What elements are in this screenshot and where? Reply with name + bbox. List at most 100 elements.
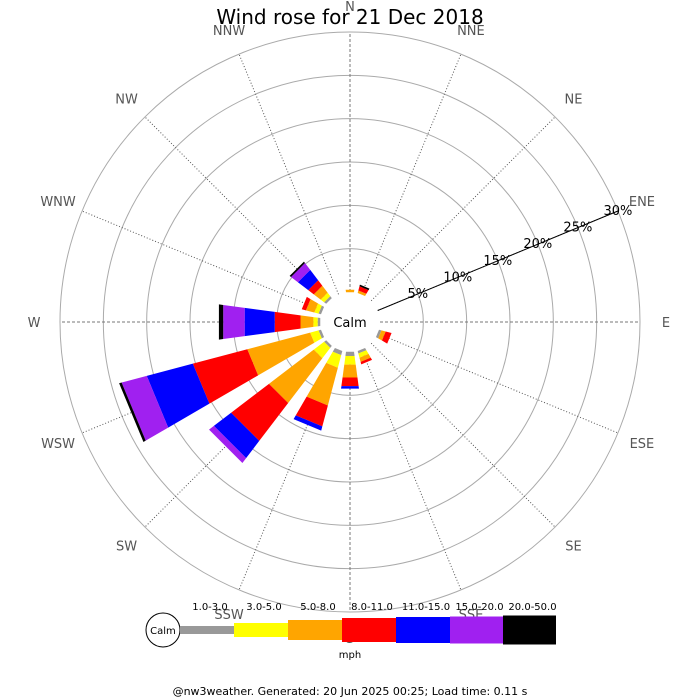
- bar-wsw-1.0-3.0: [318, 329, 325, 339]
- bar-ssw-8.0-11.0: [295, 396, 328, 427]
- bar-sw-11.0-15.0: [213, 412, 260, 459]
- legend: Calm 1.0-3.0 3.0-5.0 5.0-8.0 8.0-11.0 11.0-15…: [145, 602, 557, 661]
- spoke-nne: [361, 53, 462, 295]
- direction-label-ssw: SSW: [214, 608, 244, 623]
- legend-bin-label: 3.0-5.0: [246, 602, 281, 613]
- bar-ssw-11.0-15.0: [293, 415, 323, 431]
- bar-wsw-11.0-15.0: [146, 363, 210, 428]
- bar-w-11.0-15.0: [244, 307, 275, 337]
- bar-ssw-1.0-3.0: [332, 347, 343, 356]
- legend-calm-label: Calm: [150, 626, 176, 637]
- radial-tick-label: 30%: [603, 204, 632, 219]
- bar-w-20.0-50.0: [218, 304, 224, 340]
- bar-s-8.0-11.0: [341, 377, 359, 387]
- bar-nw-1.0-3.0: [324, 296, 332, 304]
- spoke-ssw: [238, 349, 339, 591]
- bar-w-3.0-5.0: [313, 317, 318, 327]
- bar-nw-20.0-50.0: [289, 261, 305, 277]
- bar-wnw-3.0-5.0: [314, 303, 322, 314]
- legend-swatch-20.0-50.0: [503, 615, 556, 645]
- bar-w-5.0-8.0: [300, 315, 314, 329]
- radial-tick-labels: 5% 10% 15% 20% 25% 30%: [377, 204, 632, 311]
- bar-nne-8.0-11.0: [358, 286, 369, 294]
- bar-sw-3.0-5.0: [313, 341, 331, 359]
- radial-tick-label: 20%: [523, 237, 552, 252]
- legend-swatch-3.0-5.0: [234, 623, 288, 637]
- legend-bin-label: 15.0-20.0: [455, 602, 503, 613]
- radial-tick-label: 25%: [563, 221, 592, 236]
- bar-sw-15.0-20.0: [209, 425, 247, 463]
- direction-label-w: W: [28, 316, 41, 331]
- calm-label: Calm: [333, 316, 366, 331]
- legend-swatch-1.0-3.0: [180, 626, 234, 634]
- direction-label-nw: NW: [115, 93, 138, 108]
- bar-sse-5.0-8.0: [359, 353, 371, 362]
- spoke-se: [370, 342, 556, 528]
- bar-ssw-5.0-8.0: [306, 362, 338, 406]
- bar-w-15.0-20.0: [223, 304, 245, 340]
- bar-nw-8.0-11.0: [308, 280, 323, 295]
- grid-ring-6: [59, 31, 641, 613]
- direction-label-ese: ESE: [630, 437, 655, 452]
- legend-swatch-11.0-15.0: [396, 617, 450, 643]
- spoke-nw: [144, 116, 330, 302]
- spoke-ese: [377, 333, 619, 434]
- spoke-sse: [361, 349, 462, 591]
- bar-sse-8.0-11.0: [360, 357, 373, 365]
- calm-circle: Calm: [328, 300, 372, 344]
- wind-bars: [119, 261, 392, 463]
- legend-bin-label: 11.0-15.0: [402, 602, 450, 613]
- direction-label-ene: ENE: [629, 195, 655, 210]
- bar-wnw-1.0-3.0: [318, 305, 325, 315]
- bar-wsw-3.0-5.0: [310, 330, 322, 343]
- legend-unit: mph: [339, 650, 361, 661]
- bar-wsw-5.0-8.0: [247, 332, 315, 376]
- grid-ring-4: [146, 118, 554, 526]
- direction-label-e: E: [662, 316, 670, 331]
- bar-s-1.0-3.0: [345, 351, 355, 357]
- chart-title: Wind rose for 21 Dec 2018: [216, 5, 483, 29]
- bar-sse-1.0-3.0: [357, 347, 367, 354]
- direction-label-sw: SW: [116, 539, 137, 554]
- bar-sw-5.0-8.0: [268, 349, 323, 404]
- bar-nne-5.0-8.0: [357, 290, 367, 297]
- bar-ese-8.0-11.0: [381, 331, 392, 344]
- direction-label-ne: NE: [564, 93, 582, 108]
- bar-wnw-5.0-8.0: [305, 299, 319, 313]
- spoke-wnw: [81, 210, 323, 311]
- bar-sse-3.0-5.0: [358, 350, 369, 358]
- bar-w-8.0-11.0: [274, 311, 301, 333]
- legend-swatch-5.0-8.0: [288, 620, 342, 640]
- legend-swatch-15.0-20.0: [450, 616, 503, 644]
- bar-sw-1.0-3.0: [324, 340, 332, 348]
- bar-ese-5.0-8.0: [378, 330, 386, 341]
- legend-bin-label: 20.0-50.0: [508, 602, 556, 613]
- spoke-ne: [370, 116, 556, 302]
- direction-label-wnw: WNW: [40, 195, 76, 210]
- bar-ssw-3.0-5.0: [326, 351, 342, 368]
- bar-s-3.0-5.0: [344, 356, 356, 365]
- bar-wsw-15.0-20.0: [121, 375, 169, 441]
- bar-wnw-8.0-11.0: [301, 296, 311, 311]
- direction-label-se: SE: [565, 539, 581, 554]
- bar-s-5.0-8.0: [342, 364, 358, 378]
- direction-label-nne: NNE: [457, 24, 485, 39]
- radial-tick-label: 5%: [407, 287, 428, 302]
- bar-nw-11.0-15.0: [297, 269, 319, 291]
- bar-ese-1.0-3.0: [375, 329, 382, 339]
- bar-nne-20.0-50.0: [359, 284, 370, 291]
- direction-label-nnw: NNW: [213, 24, 245, 39]
- radial-tick-label: 15%: [483, 254, 512, 269]
- bar-s-11.0-15.0: [341, 386, 359, 389]
- bar-wsw-8.0-11.0: [192, 349, 259, 404]
- direction-label-n: N: [345, 0, 355, 15]
- direction-label-wsw: WSW: [41, 437, 75, 452]
- bar-nw-5.0-8.0: [313, 285, 328, 300]
- bar-nw-3.0-5.0: [320, 292, 331, 303]
- bar-wsw-20.0-50.0: [119, 382, 146, 442]
- legend-bin-label: 1.0-3.0: [192, 602, 227, 613]
- spoke-nnw: [238, 53, 339, 295]
- radial-axis-line: [377, 210, 619, 311]
- legend-swatch-8.0-11.0: [342, 618, 396, 642]
